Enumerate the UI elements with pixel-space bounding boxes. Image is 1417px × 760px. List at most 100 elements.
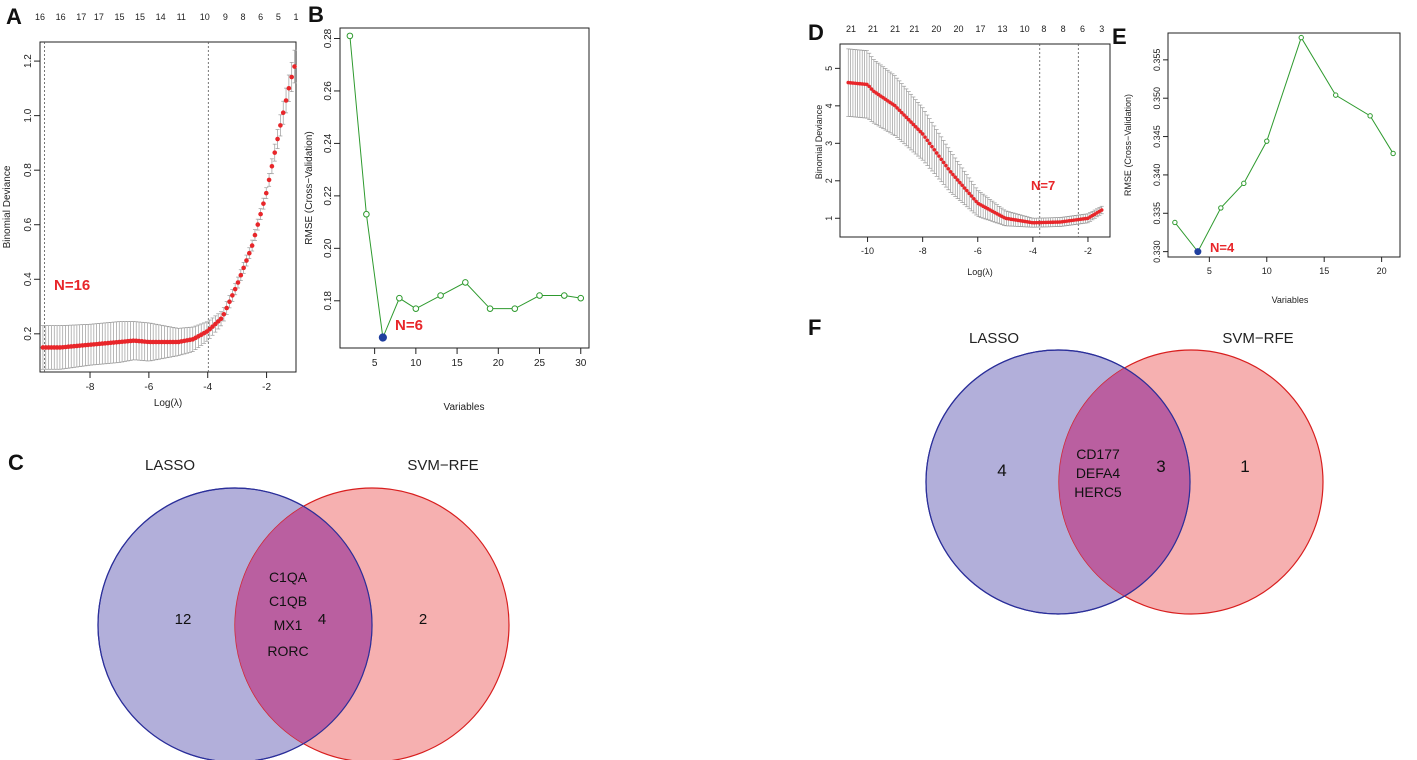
cv-point	[1099, 208, 1104, 212]
venn-f-gene: HERC5	[1074, 484, 1122, 500]
cv-point	[269, 163, 275, 169]
cv-point	[227, 299, 232, 305]
rmse-point	[486, 305, 494, 312]
y-tick-label: 0.335	[1152, 202, 1162, 225]
rmse-point	[396, 294, 403, 302]
cv-point	[289, 74, 295, 80]
rmse-point	[1390, 150, 1396, 157]
y-tick-label: 5	[824, 66, 834, 71]
chart-a-xlabel: Log(λ)	[154, 398, 182, 409]
venn-c-overlap-count: 4	[318, 611, 326, 628]
top-tick-label: 20	[953, 24, 963, 34]
x-tick-label: -6	[144, 382, 153, 393]
cv-point	[252, 232, 258, 238]
cv-point	[244, 258, 249, 263]
x-tick-label: 10	[410, 358, 422, 369]
cv-point	[955, 178, 960, 182]
venn-f-lasso-label: LASSO	[969, 330, 1019, 347]
y-tick-label: 4	[824, 103, 834, 108]
rmse-point	[412, 305, 420, 312]
y-tick-label: 0.18	[323, 291, 334, 311]
cv-point	[925, 138, 930, 143]
cv-point	[904, 115, 909, 120]
top-tick-label: 13	[998, 24, 1008, 34]
cv-point	[948, 170, 953, 174]
cv-point	[224, 305, 229, 311]
cv-point	[960, 183, 965, 188]
x-tick-label: -10	[861, 246, 874, 256]
y-tick-label: 0.28	[323, 28, 334, 48]
chart-a-ylabel: Binomial Deviance	[2, 165, 13, 248]
cv-point	[911, 122, 916, 127]
venn-c: LASSO SVM−RFE 12 4 2 C1QA C1QB MX1 RORC	[97, 457, 510, 760]
rmse-point	[560, 292, 568, 299]
x-tick-label: 25	[534, 358, 546, 369]
rmse-point	[1332, 92, 1339, 98]
cv-point	[913, 125, 918, 129]
cv-point	[235, 280, 241, 285]
top-tick-label: 15	[135, 12, 145, 22]
rmse-point	[1218, 205, 1224, 211]
panel-label-f: F	[808, 315, 821, 340]
cv-point	[974, 199, 978, 204]
x-tick-label: -8	[86, 382, 95, 393]
top-tick-label: 17	[976, 24, 986, 34]
rmse-line	[349, 35, 581, 340]
venn-f-lasso-outline	[925, 349, 1191, 615]
chart-e-xlabel: Variables	[1272, 295, 1309, 305]
chart-a-annotation: N=16	[54, 277, 90, 294]
rmse-point	[346, 32, 354, 40]
x-tick-label: 10	[1262, 266, 1272, 276]
cv-point	[261, 201, 266, 206]
chart-e: 5 10 15 20 0.330 0.335 0.340 0.345 0.350 0.355 V…	[1123, 32, 1401, 305]
best-point	[378, 333, 387, 342]
rmse-point	[511, 305, 519, 312]
rmse-line	[1174, 36, 1394, 253]
x-tick-label: -8	[919, 246, 927, 256]
cv-point	[927, 141, 932, 146]
y-tick-label: 0.330	[1152, 240, 1162, 263]
venn-f-svm-count: 1	[1240, 457, 1249, 476]
cv-point	[263, 190, 269, 196]
venn-c-gene: C1QA	[269, 569, 308, 585]
cv-point	[902, 113, 906, 117]
y-tick-label: 0.345	[1152, 125, 1162, 148]
panel-label-e: E	[1112, 24, 1127, 49]
rmse-point	[1298, 34, 1304, 41]
top-tick-label: 3	[1099, 24, 1104, 34]
cv-point	[230, 293, 235, 298]
cv-point	[953, 175, 958, 180]
x-tick-label: 15	[1319, 266, 1329, 276]
cv-point	[934, 151, 939, 155]
y-tick-label: 0.355	[1152, 49, 1162, 72]
chart-b-xlabel: Variables	[444, 402, 485, 413]
top-tick-label: 21	[868, 24, 878, 34]
cv-point	[967, 191, 971, 196]
top-tick-label: 11	[177, 12, 186, 22]
y-tick-label: 0.350	[1152, 87, 1162, 110]
rmse-point	[577, 294, 585, 302]
cv-point	[944, 163, 948, 168]
cv-point	[930, 144, 934, 149]
y-tick-label: 0.2	[23, 326, 34, 340]
top-tick-label: 8	[1041, 24, 1046, 34]
cv-point	[941, 160, 946, 165]
venn-f-svm-label: SVM−RFE	[1222, 330, 1293, 347]
chart-a-frame	[39, 41, 297, 373]
cv-point	[906, 117, 911, 122]
venn-c-lasso-outline	[97, 487, 373, 760]
chart-d-xlabel: Log(λ)	[967, 267, 993, 277]
cv-point	[892, 103, 897, 108]
cv-point	[246, 250, 252, 256]
chart-b: 5 10 15 20 25 30 0.18 0.20 0.22 0.24 0.26 0.28 Var…	[304, 27, 590, 413]
rmse-point	[363, 210, 370, 218]
chart-d-annotation: N=7	[1031, 178, 1055, 193]
cv-point	[897, 108, 902, 113]
venn-c-lasso-count: 12	[175, 611, 192, 628]
top-tick-label: 6	[258, 12, 263, 22]
top-tick-label: 5	[276, 12, 281, 22]
x-tick-label: -4	[1029, 246, 1037, 256]
cv-point	[275, 136, 280, 142]
cv-point	[951, 172, 955, 177]
